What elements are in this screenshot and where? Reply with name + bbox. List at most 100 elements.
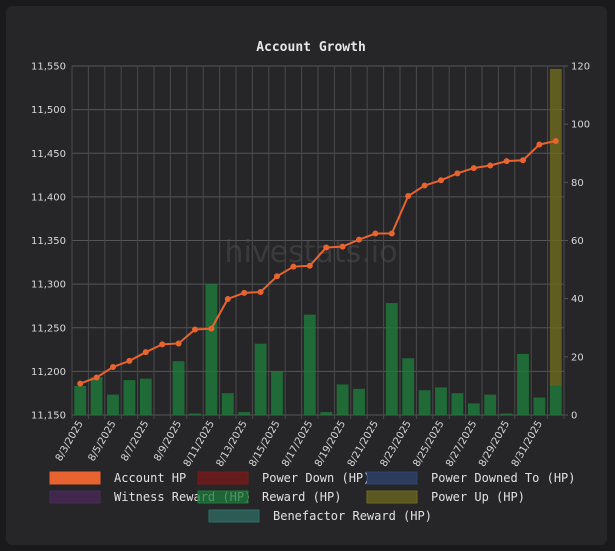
reward-hp-bar xyxy=(484,394,497,415)
reward-hp-bar xyxy=(123,380,136,415)
legend-label: Benefactor Reward (HP) xyxy=(273,509,432,523)
legend-swatch xyxy=(197,490,249,504)
reward-hp-bar xyxy=(238,412,251,415)
reward-hp-bar xyxy=(254,343,267,415)
account-hp-point xyxy=(77,380,84,387)
account-hp-point xyxy=(520,157,526,164)
x-axis-tick-label: 8/17/2025 xyxy=(280,419,315,469)
account-hp-point xyxy=(224,295,231,302)
account-hp-point xyxy=(126,357,133,364)
reward-hp-bar xyxy=(303,314,316,415)
left-axis-tick-label: 11,250 xyxy=(31,323,66,334)
account-hp-point xyxy=(257,288,264,295)
legend-item: Reward (HP) xyxy=(197,490,341,504)
account-hp-point xyxy=(388,230,395,237)
reward-hp-bar xyxy=(500,413,513,415)
legend-swatch xyxy=(49,471,101,485)
reward-hp-bar xyxy=(139,378,152,415)
x-axis-tick-label: 8/21/2025 xyxy=(346,419,381,469)
reward-hp-bar xyxy=(533,397,546,415)
x-axis-tick-label: 8/11/2025 xyxy=(182,419,217,469)
chart-title: Account Growth xyxy=(256,40,366,55)
legend-item: Power Down (HP) xyxy=(197,471,370,485)
account-hp-point xyxy=(306,262,313,269)
account-hp-point xyxy=(470,165,477,172)
reward-hp-bar xyxy=(353,388,365,415)
reward-hp-bar xyxy=(107,394,119,415)
x-axis-tick-label: 8/9/2025 xyxy=(152,419,184,463)
reward-hp-bar xyxy=(336,384,349,415)
legend-swatch xyxy=(208,509,260,523)
legend-item: Benefactor Reward (HP) xyxy=(208,509,432,523)
x-axis-tick-label: 8/29/2025 xyxy=(477,419,512,469)
right-axis-tick-label: 0 xyxy=(571,411,577,422)
account-hp-point xyxy=(175,340,182,347)
account-hp-point xyxy=(454,170,461,177)
left-axis-tick-label: 11,500 xyxy=(31,105,66,116)
x-axis-tick-label: 8/19/2025 xyxy=(313,419,348,469)
reward-hp-bar xyxy=(189,413,201,415)
account-hp-point xyxy=(372,230,379,237)
account-hp-point xyxy=(323,244,330,251)
reward-hp-bar xyxy=(205,284,218,415)
reward-hp-bar xyxy=(451,393,464,415)
right-axis-tick-label: 120 xyxy=(571,62,590,73)
legend-item: Power Up (HP) xyxy=(366,490,525,504)
reward-hp-bar xyxy=(90,377,103,415)
legend-label: Account HP xyxy=(114,471,186,485)
left-axis-tick-label: 11,200 xyxy=(31,367,66,378)
right-axis-tick-label: 80 xyxy=(571,178,584,189)
account-hp-point xyxy=(438,177,444,184)
reward-hp-bar xyxy=(320,412,333,415)
legend-swatch xyxy=(366,490,418,504)
right-axis-tick-label: 20 xyxy=(571,352,584,363)
reward-hp-bar xyxy=(549,385,562,415)
reward-hp-bar xyxy=(418,390,431,415)
reward-hp-bar xyxy=(271,371,283,415)
account-hp-point xyxy=(274,273,280,280)
reward-hp-bar xyxy=(517,353,529,415)
reward-hp-bar xyxy=(221,393,234,415)
right-axis-tick-label: 100 xyxy=(571,120,590,131)
left-axis-tick-label: 11,550 xyxy=(31,62,66,73)
account-hp-point xyxy=(503,158,510,165)
right-axis-tick-label: 60 xyxy=(571,236,584,247)
reward-hp-bar xyxy=(402,358,415,415)
x-axis-tick-label: 8/27/2025 xyxy=(444,419,479,469)
legend-swatch xyxy=(49,490,101,504)
left-axis-tick-label: 11,300 xyxy=(31,280,66,291)
left-axis-tick-label: 11,350 xyxy=(31,236,66,247)
legend-label: Power Up (HP) xyxy=(431,490,525,504)
legend-swatch xyxy=(366,471,418,485)
x-axis-tick-label: 8/31/2025 xyxy=(510,419,545,469)
x-axis-tick-label: 8/13/2025 xyxy=(215,419,250,469)
legend-label: Reward (HP) xyxy=(262,490,341,504)
power-up-hp-bar xyxy=(549,68,562,386)
x-axis-tick-label: 8/15/2025 xyxy=(247,419,282,469)
account-hp-point xyxy=(421,182,428,189)
reward-hp-bar xyxy=(385,303,398,415)
legend-swatch xyxy=(197,471,249,485)
reward-hp-bar xyxy=(467,403,480,415)
account-hp-point xyxy=(536,141,543,148)
account-hp-point xyxy=(339,243,346,250)
account-hp-point xyxy=(405,193,412,200)
account-hp-point xyxy=(290,263,297,270)
x-axis-tick-label: 8/5/2025 xyxy=(87,419,119,463)
account-hp-point xyxy=(159,341,166,348)
account-hp-point xyxy=(110,364,116,371)
reward-hp-bar xyxy=(435,387,447,415)
right-axis-tick-label: 40 xyxy=(571,294,584,305)
x-axis-tick-label: 8/3/2025 xyxy=(54,419,86,463)
reward-hp-bar xyxy=(74,385,87,415)
left-axis-tick-label: 11,150 xyxy=(31,411,66,422)
account-hp-point xyxy=(241,289,248,296)
account-hp-point xyxy=(356,236,362,243)
account-hp-point xyxy=(208,325,215,332)
account-hp-point xyxy=(552,138,559,145)
account-hp-point xyxy=(487,162,494,169)
chart-panel xyxy=(6,6,607,545)
x-axis-tick-label: 8/25/2025 xyxy=(411,419,446,469)
legend-label: Power Down (HP) xyxy=(262,471,370,485)
